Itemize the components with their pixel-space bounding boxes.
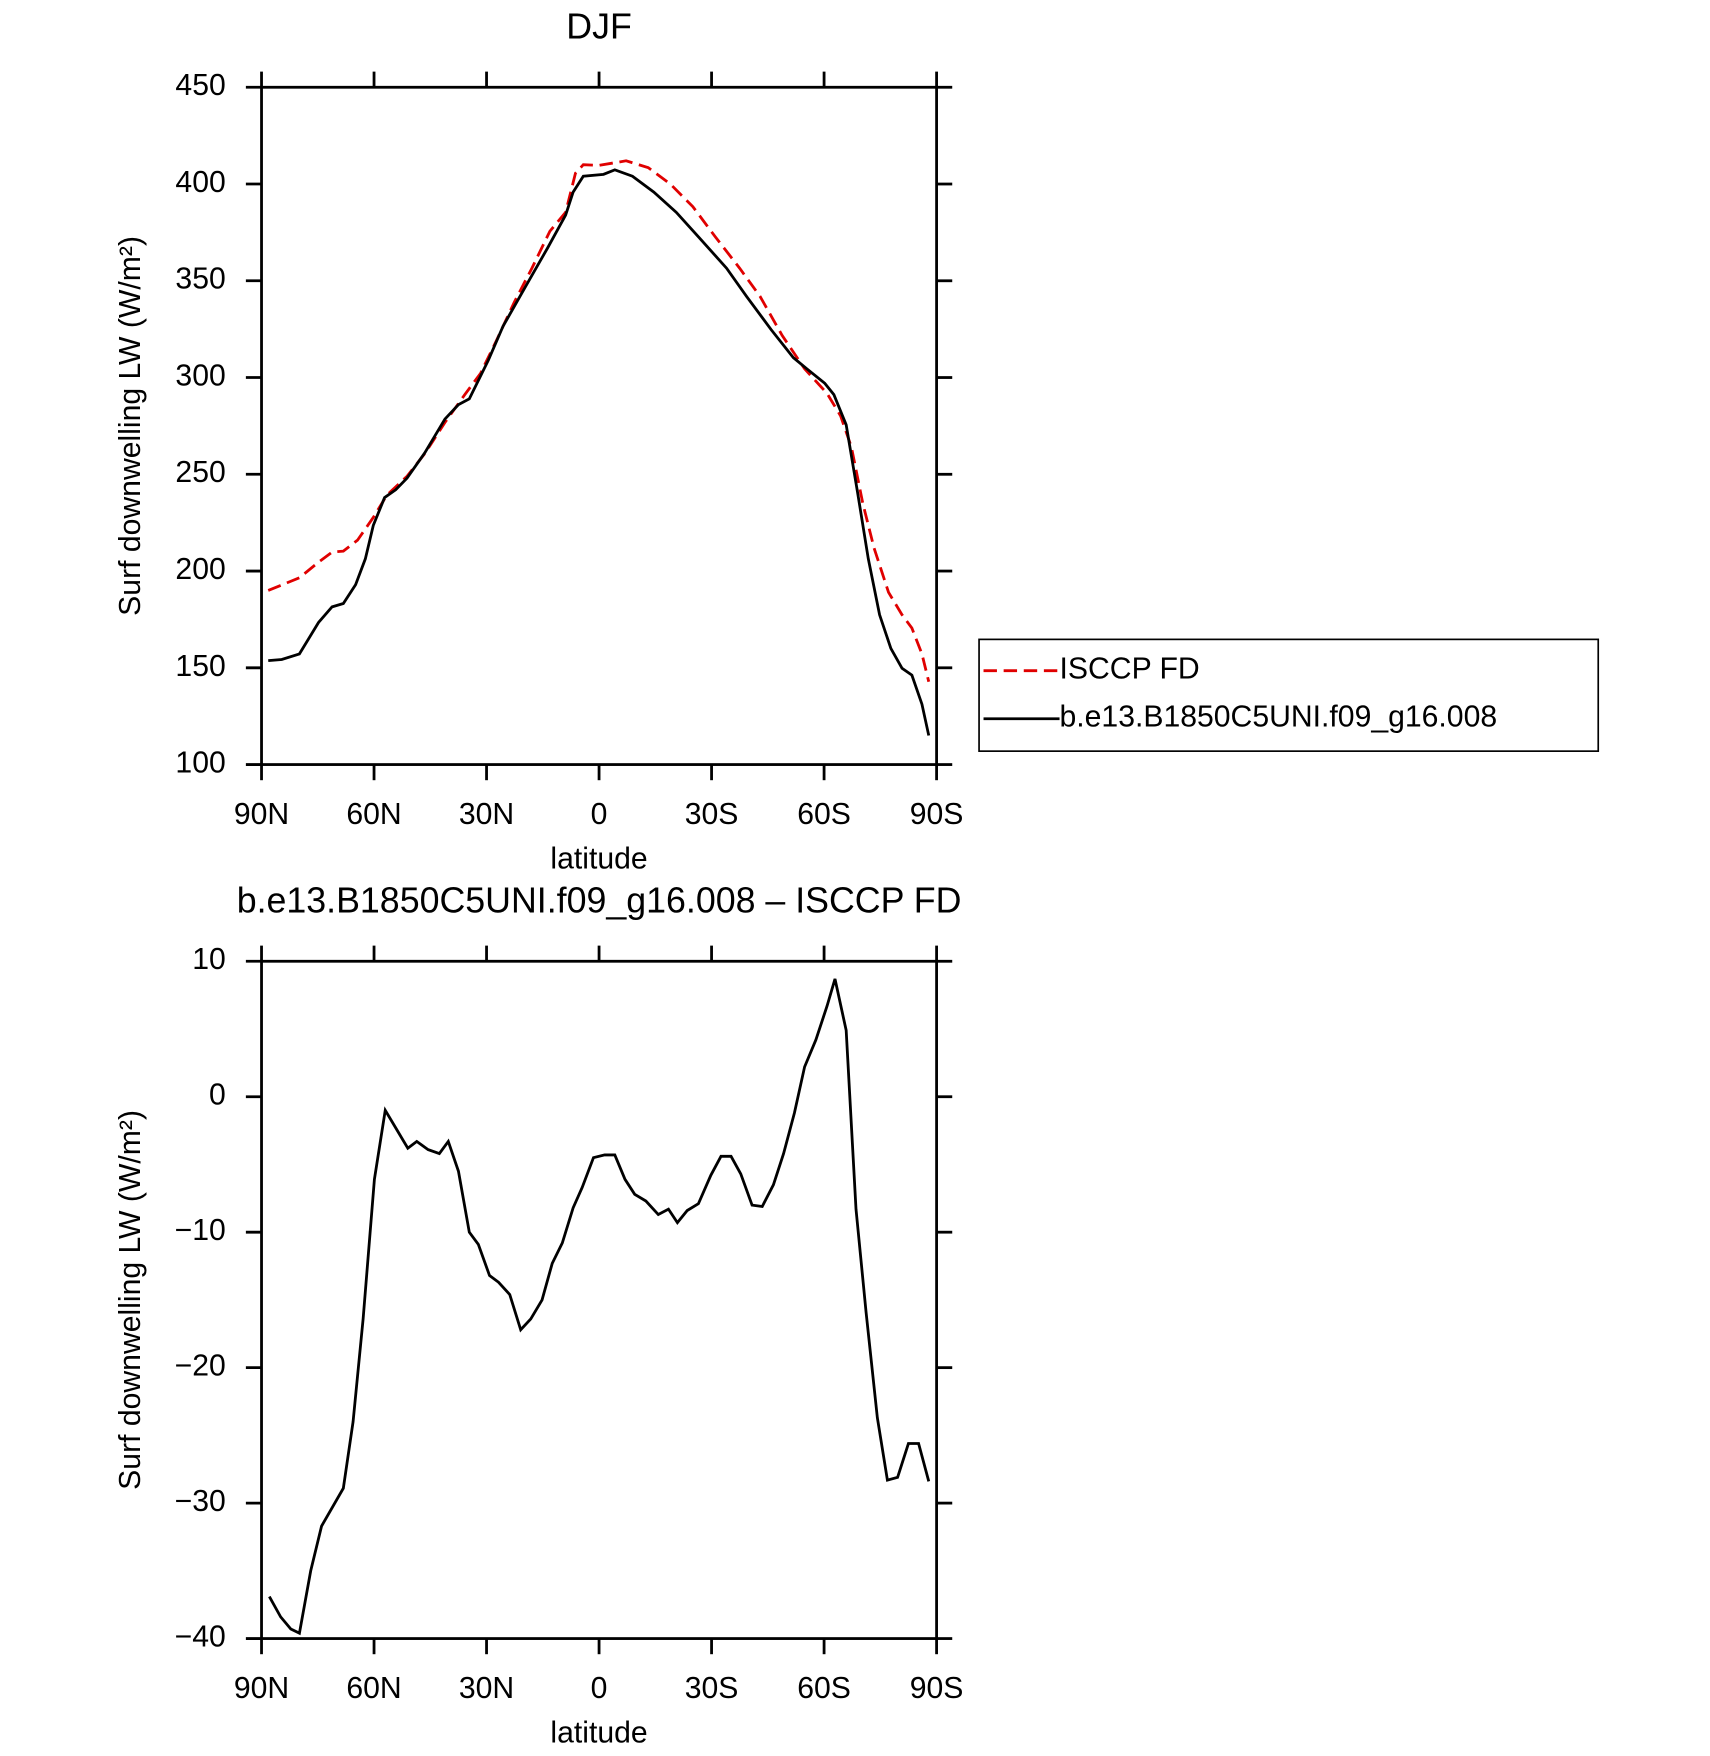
y-tick-label: 300 — [175, 360, 225, 393]
x-tick-label: 0 — [591, 798, 608, 831]
legend-box — [978, 638, 1600, 752]
x-tick-label: 0 — [591, 1672, 608, 1705]
data-line — [268, 168, 931, 736]
data-line — [268, 978, 931, 1636]
y-tick-label: 200 — [175, 553, 225, 586]
x-axis-label: latitude — [550, 843, 647, 876]
x-tick-label: 30S — [685, 1672, 739, 1705]
y-tick-label: −10 — [175, 1214, 226, 1247]
y-tick-label: −30 — [175, 1485, 226, 1518]
x-axis-label: latitude — [550, 1717, 647, 1750]
y-axis-label: Surf downwelling LW (W/m²) — [114, 1110, 147, 1490]
plot-frame — [260, 85, 938, 766]
chart-title: b.e13.B1850C5UNI.f09_g16.008 – ISCCP FD — [237, 881, 962, 921]
x-tick-label: 60S — [797, 798, 851, 831]
y-tick-label: 0 — [209, 1079, 226, 1112]
x-tick-label: 90N — [234, 798, 289, 831]
x-tick-label: 60N — [346, 798, 401, 831]
x-tick-label: 90S — [910, 798, 964, 831]
x-tick-label: 30N — [459, 1672, 514, 1705]
y-tick-label: 250 — [175, 456, 225, 489]
y-tick-label: 10 — [192, 943, 226, 976]
y-tick-label: 100 — [175, 747, 225, 780]
y-tick-label: 150 — [175, 650, 225, 683]
x-tick-label: 60S — [797, 1672, 851, 1705]
y-tick-label: 350 — [175, 263, 225, 296]
legend-label: b.e13.B1850C5UNI.f09_g16.008 — [1060, 701, 1498, 734]
x-tick-label: 90N — [234, 1672, 289, 1705]
y-tick-label: −20 — [175, 1350, 226, 1383]
y-axis-label: Surf downwelling LW (W/m²) — [114, 236, 147, 616]
plot-frame — [260, 959, 938, 1640]
x-tick-label: 30S — [685, 798, 739, 831]
x-tick-label: 30N — [459, 798, 514, 831]
y-tick-label: 450 — [175, 69, 225, 102]
y-tick-label: −40 — [175, 1621, 226, 1654]
x-tick-label: 60N — [346, 1672, 401, 1705]
x-tick-label: 90S — [910, 1672, 964, 1705]
legend-label: ISCCP FD — [1060, 653, 1200, 686]
data-line — [267, 159, 931, 683]
chart-title: DJF — [566, 7, 632, 47]
y-tick-label: 400 — [175, 166, 225, 199]
